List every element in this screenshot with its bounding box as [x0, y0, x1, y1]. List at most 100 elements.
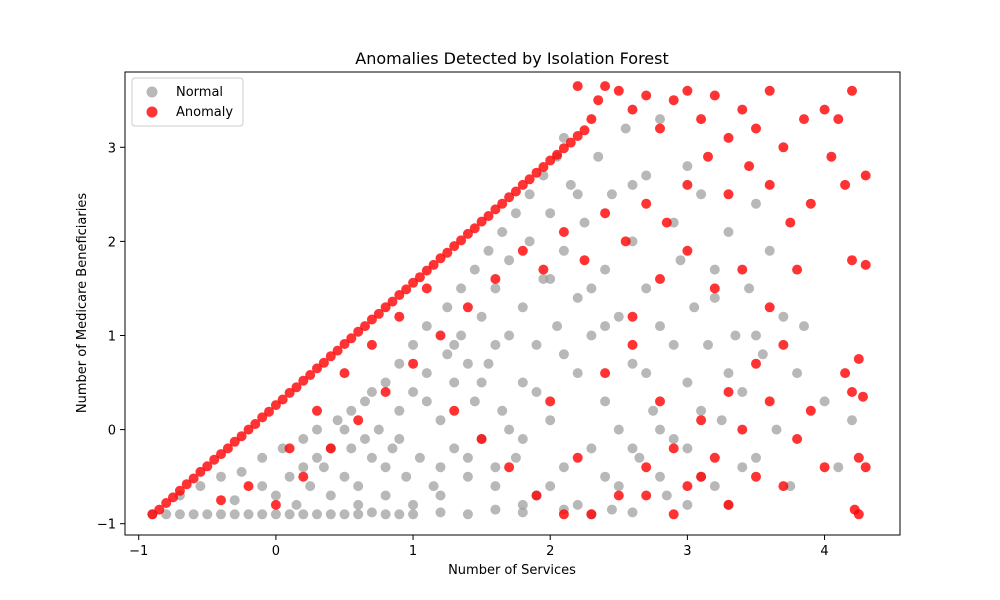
normal-point	[723, 227, 734, 237]
normal-point	[305, 481, 316, 492]
normal-point	[572, 189, 583, 200]
anomaly-point	[833, 114, 844, 125]
anomaly-point	[641, 462, 652, 473]
normal-point	[490, 504, 501, 515]
normal-point	[421, 368, 432, 379]
anomaly-point	[751, 358, 761, 369]
anomaly-point	[744, 161, 755, 172]
normal-point	[586, 443, 597, 454]
anomaly-point	[682, 245, 693, 256]
anomaly-point	[682, 85, 693, 96]
anomaly-point	[421, 265, 432, 276]
ticks-layer: −1 0 1 2 3 4 −1 0 1 2 3	[97, 141, 829, 559]
anomaly-point	[195, 466, 206, 477]
anomaly-point	[847, 387, 857, 397]
anomaly-point	[298, 471, 309, 482]
normal-point	[401, 471, 412, 482]
normal-point	[373, 424, 384, 435]
normal-point	[497, 227, 508, 237]
normal-point	[524, 236, 535, 247]
normal-point	[586, 330, 597, 341]
normal-point	[456, 283, 467, 294]
anomaly-point	[483, 211, 494, 221]
normal-point	[696, 405, 707, 416]
normal-point	[462, 358, 473, 369]
anomaly-point	[366, 339, 377, 350]
anomaly-point	[655, 396, 665, 407]
normal-point	[270, 509, 281, 520]
anomaly-point	[312, 363, 322, 374]
normal-point	[517, 507, 528, 518]
normal-point	[277, 443, 288, 454]
normal-point	[449, 443, 460, 454]
normal-point	[600, 396, 611, 407]
normal-point	[709, 481, 720, 492]
normal-point	[517, 499, 528, 510]
anomaly-point	[428, 259, 439, 270]
normal-point	[442, 349, 453, 360]
anomaly-point	[819, 462, 830, 473]
anomaly-point	[778, 481, 789, 492]
y-tick-label: 3	[108, 141, 116, 156]
normal-point	[771, 424, 782, 435]
anomaly-point	[586, 509, 597, 520]
anomaly-point	[284, 387, 295, 398]
anomaly-point	[860, 462, 871, 473]
anomaly-point	[305, 370, 316, 380]
normal-point	[606, 504, 617, 515]
anomaly-point	[620, 236, 631, 247]
anomaly-point	[668, 95, 679, 106]
anomaly-point	[408, 358, 419, 369]
anomaly-point	[737, 264, 748, 275]
normal-point	[435, 415, 446, 426]
anomaly-point	[394, 311, 405, 322]
anomaly-point	[435, 253, 446, 264]
normal-point	[627, 358, 638, 369]
anomaly-point	[709, 90, 720, 101]
normal-point	[483, 245, 494, 256]
anomaly-point	[202, 461, 213, 472]
normal-point	[558, 245, 569, 256]
normal-point	[833, 462, 844, 473]
anomaly-point	[737, 104, 748, 115]
normal-point	[291, 499, 302, 510]
normal-point	[353, 499, 364, 510]
normal-point	[565, 179, 576, 190]
normal-point	[394, 358, 405, 369]
normal-point	[757, 349, 768, 360]
chart-title: Anomalies Detected by Isolation Forest	[355, 49, 669, 68]
anomaly-point	[538, 162, 549, 172]
anomaly-point	[408, 277, 419, 288]
anomaly-point	[435, 330, 446, 341]
normal-point	[257, 509, 268, 520]
normal-point	[442, 302, 453, 313]
normal-point	[408, 339, 419, 350]
normal-point	[360, 434, 370, 444]
anomaly-point	[476, 216, 487, 227]
anomaly-point	[613, 490, 624, 501]
normal-point	[394, 509, 405, 520]
anomaly-point	[250, 419, 261, 429]
anomaly-point	[558, 143, 569, 154]
normal-point	[696, 189, 707, 200]
normal-point	[325, 490, 336, 501]
normal-point	[641, 170, 652, 181]
normal-point	[641, 368, 652, 379]
normal-point	[257, 481, 268, 492]
normal-point	[552, 321, 563, 332]
anomaly-point	[360, 321, 370, 332]
points-layer	[147, 81, 871, 520]
normal-point	[339, 509, 350, 520]
anomaly-point	[805, 198, 816, 209]
normal-point	[435, 462, 446, 473]
anomaly-point	[853, 509, 864, 520]
anomaly-point	[764, 179, 775, 190]
anomaly-point	[627, 311, 638, 322]
normal-point	[462, 509, 473, 520]
anomaly-point	[600, 208, 611, 219]
anomaly-point	[161, 498, 172, 508]
normal-point	[284, 509, 295, 520]
normal-point	[627, 507, 638, 518]
anomaly-point	[572, 131, 583, 141]
normal-point	[620, 123, 631, 134]
